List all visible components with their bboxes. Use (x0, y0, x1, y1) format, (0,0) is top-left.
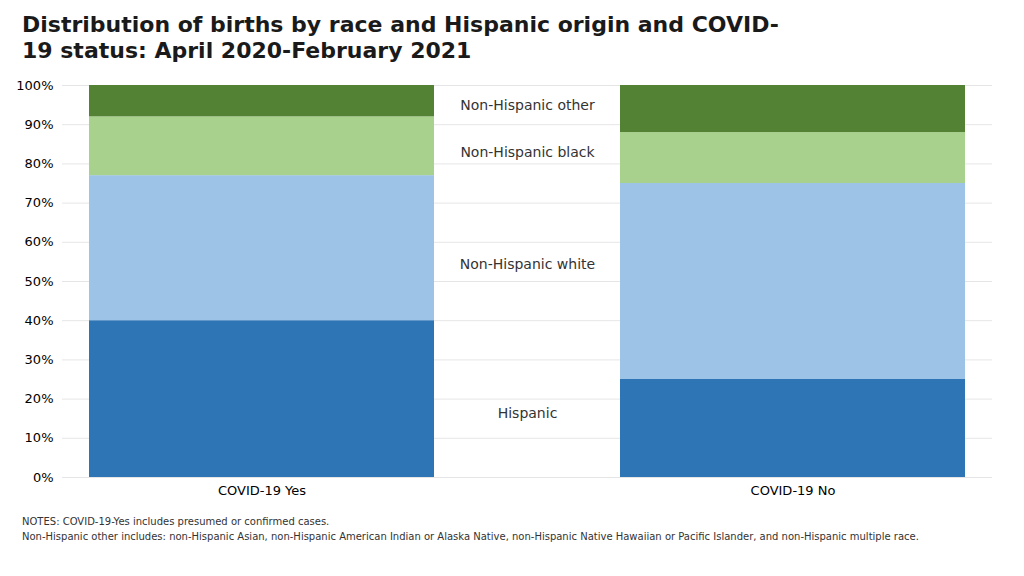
html-text:NOTES: COVID-19-Yes includes p: NOTES: COVID-19-Yes includes presumed or… (22, 515, 330, 527)
svg-text:20%: 20% (25, 391, 54, 406)
svg-text:10%: 10% (25, 430, 54, 445)
svg-text:80%: 80% (25, 156, 54, 171)
svg-text:70%: 70% (25, 195, 54, 210)
html-text:Distribution of births by race: Distribution of births by race and Hispa… (22, 12, 779, 64)
html-text:Non-Hispanic other includes: n: Non-Hispanic other includes: non-Hispani… (22, 531, 919, 543)
svg-text:30%: 30% (25, 352, 54, 367)
svg-text:Non-Hispanic other: Non-Hispanic other (460, 96, 595, 112)
svg-text:60%: 60% (25, 234, 54, 249)
svg-text:0%: 0% (33, 469, 54, 484)
svg-text:Hispanic: Hispanic (498, 405, 558, 421)
svg-text:COVID-19 No: COVID-19 No (751, 483, 836, 498)
svg-text:40%: 40% (25, 313, 54, 328)
svg-text:COVID-19 Yes: COVID-19 Yes (218, 483, 306, 498)
svg-text:90%: 90% (25, 117, 54, 132)
svg-text:Non-Hispanic white: Non-Hispanic white (460, 256, 595, 272)
svg-text:50%: 50% (25, 273, 54, 288)
svg-text:100%: 100% (16, 77, 53, 92)
svg-text:Non-Hispanic black: Non-Hispanic black (460, 143, 595, 159)
